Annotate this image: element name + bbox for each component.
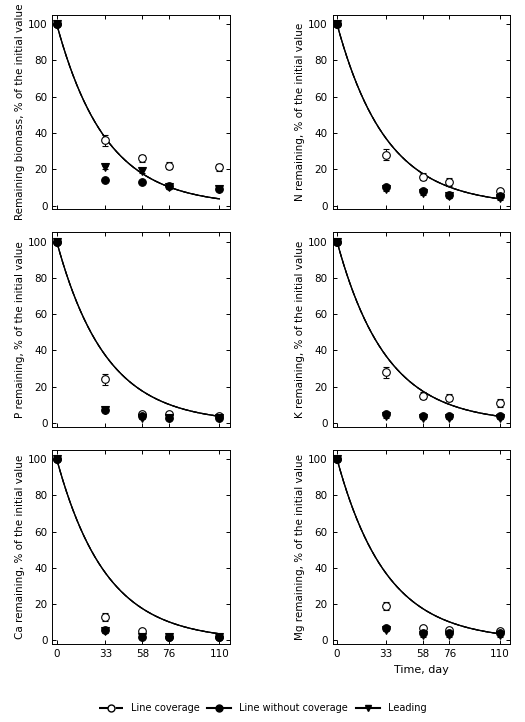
Y-axis label: K remaining, % of the initial value: K remaining, % of the initial value [296,241,306,418]
Y-axis label: Mg remaining, % of the initial value: Mg remaining, % of the initial value [296,454,306,640]
Y-axis label: P remaining, % of the initial value: P remaining, % of the initial value [15,241,25,418]
Y-axis label: Ca remaining, % of the initial value: Ca remaining, % of the initial value [15,455,25,639]
Y-axis label: Remaining biomass, % of the initial value: Remaining biomass, % of the initial valu… [15,4,25,220]
X-axis label: Time, day: Time, day [394,664,449,674]
Y-axis label: N remaining, % of the initial value: N remaining, % of the initial value [296,23,306,201]
Legend: Line coverage, Line without coverage, Leading: Line coverage, Line without coverage, Le… [94,700,430,717]
